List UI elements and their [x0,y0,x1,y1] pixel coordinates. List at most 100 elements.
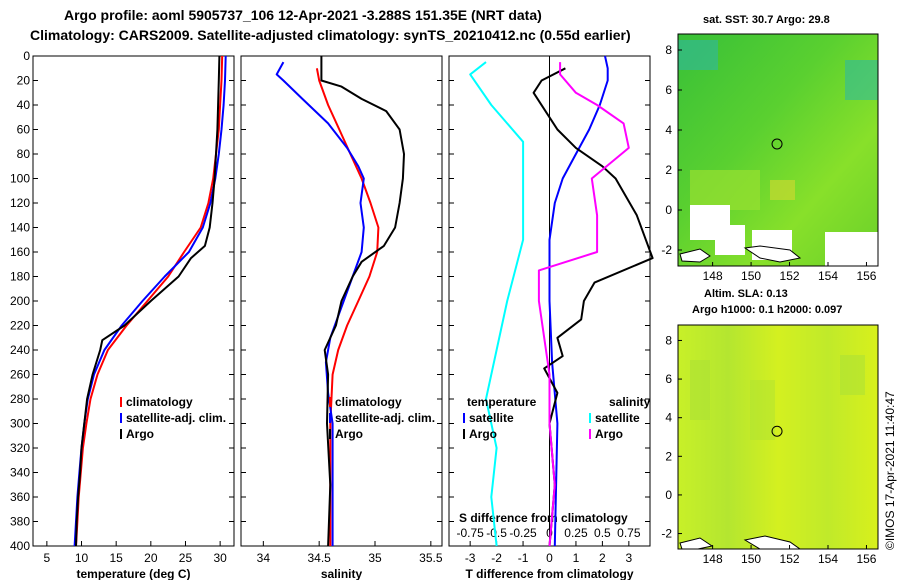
ytick-label: 80 [17,147,31,161]
map-ytick-label: 8 [665,333,672,347]
ytick-label: 140 [10,221,30,235]
diff-legend-label: Argo [469,427,497,441]
sla-map-frame [677,324,879,550]
salinity-legend-label: climatology [335,395,402,409]
map-ytick-label: 6 [665,372,672,386]
legend-temperature-title: temperature [467,395,537,409]
difference-series-s-satellite [469,61,525,547]
s-diff-tick-label: 0.25 [564,526,588,540]
imos-credit: ©IMOS 17-Apr-2021 11:40:47 [883,391,897,550]
temperature-legend-label: climatology [126,395,193,409]
ytick-label: 120 [10,196,30,210]
s-diff-tick-label: 0.75 [617,526,641,540]
difference-xtick-label: 1 [573,551,580,565]
temperature-legend-swatch [120,397,122,407]
salinity-xtick-label: 35 [368,551,382,565]
temperature-frame [32,55,235,547]
diff-legend-swatch [589,429,591,439]
temperature-legend-label: Argo [126,427,154,441]
difference-xtick-label: -1 [518,551,529,565]
temperature-panel: 0 20 40 60 80 100 120 140 160 180 200 220 240 260 280 3… [10,49,235,580]
salinity-panel: 34 34.5 35 35.5 salinity climatology satellite… [240,55,443,580]
legend-salinity-title: salinity [609,395,651,409]
header-line-2: Climatology: CARS2009. Satellite-adjuste… [30,27,631,43]
map-ytick-label: -2 [661,243,672,257]
temperature-legend-swatch [120,429,122,439]
difference-series-s-argo [537,62,630,547]
s-diff-title: S difference from climatology [459,511,628,525]
argo-float-marker-sla [771,425,783,437]
diff-legend-label: Argo [595,427,623,441]
sst-map-title: sat. SST: 30.7 Argo: 29.8 [703,14,830,26]
difference-series-t-argo [532,67,654,547]
ytick-label: 360 [10,490,30,504]
sla-low-patch-3 [840,355,865,395]
map-xtick-label: 148 [703,269,723,283]
salinity-xtick-label: 34.5 [307,551,331,565]
diff-legend-swatch [463,413,465,423]
ytick-label: 260 [10,368,30,382]
temperature-xtick-label: 20 [144,551,158,565]
sla-map-axes: 148 150 152 154 156 -2 0 2 4 6 8 [661,333,876,566]
map-ytick-label: 4 [665,411,672,425]
diff-legend-label: satellite [595,411,640,425]
difference-xtick-label: 3 [625,551,632,565]
sla-map-panel: Altim. SLA: 0.13 Argo h1000: 0.1 h2000: … [661,288,879,566]
ytick-label: 20 [17,74,31,88]
ytick-label: 300 [10,417,30,431]
sla-coastline-2 [743,535,801,549]
temperature-xtick-label: 5 [44,551,51,565]
ytick-label: 340 [10,466,30,480]
diff-legend-swatch [463,429,465,439]
salinity-legend-swatch [329,429,331,439]
temperature-xlabel: temperature (deg C) [76,567,190,580]
ytick-label: 60 [17,123,31,137]
sst-coastline [679,248,711,263]
salinity-series-climatology [315,68,380,546]
ytick-label: 280 [10,392,30,406]
salinity-series-argo [320,56,405,547]
temperature-series-climatology [75,55,224,547]
ytick-label: 100 [10,172,30,186]
ytick-label: 220 [10,319,30,333]
temperature-xtick-label: 15 [109,551,123,565]
difference-xtick-label: -3 [465,551,476,565]
map-xtick-label: 148 [703,552,723,566]
temperature-xtick-label: 10 [75,551,89,565]
diff-legend-label: satellite [469,411,514,425]
header-line-1: Argo profile: aoml 5905737_106 12-Apr-20… [64,7,542,23]
s-diff-tick-label: 0.5 [594,526,611,540]
sst-warm-patch [690,170,760,210]
s-diff-tick-label: -0.5 [486,526,507,540]
map-xtick-label: 156 [856,269,876,283]
ytick-label: 400 [10,539,30,553]
sst-missing-data-4 [825,232,878,266]
map-xtick-label: 150 [741,269,761,283]
map-xtick-label: 154 [818,552,838,566]
sst-missing-data-2 [715,225,745,255]
temperature-xtick-label: 30 [213,551,227,565]
difference-xlabel: T difference from climatology [465,567,633,580]
sst-map-axes: 148 150 152 154 156 -2 0 2 4 6 8 [661,43,876,283]
argo-float-marker [771,138,783,150]
salinity-legend-swatch [329,397,331,407]
map-xtick-label: 150 [741,552,761,566]
map-ytick-label: 6 [665,83,672,97]
temperature-legend-label: satellite-adj. clim. [126,411,226,425]
s-diff-tick-label: -0.75 [456,526,484,540]
salinity-xtick-label: 34 [257,551,271,565]
salinity-xtick-label: 35.5 [419,551,443,565]
map-ytick-label: 0 [665,488,672,502]
ytick-label: 200 [10,294,30,308]
sst-warm-patch-2 [770,180,795,200]
map-ytick-label: 0 [665,203,672,217]
sla-map-title: Altim. SLA: 0.13 [704,288,788,300]
map-ytick-label: 4 [665,123,672,137]
salinity-series-satellite-adj-clim- [275,61,365,546]
difference-panel: -3 -2 -1 0 1 2 3 T difference from climatology S… [448,55,654,580]
sla-coastline [679,537,714,549]
difference-xtick-label: -2 [491,551,502,565]
diff-legend-swatch [589,413,591,423]
s-diff-tick-label: -0.25 [509,526,537,540]
